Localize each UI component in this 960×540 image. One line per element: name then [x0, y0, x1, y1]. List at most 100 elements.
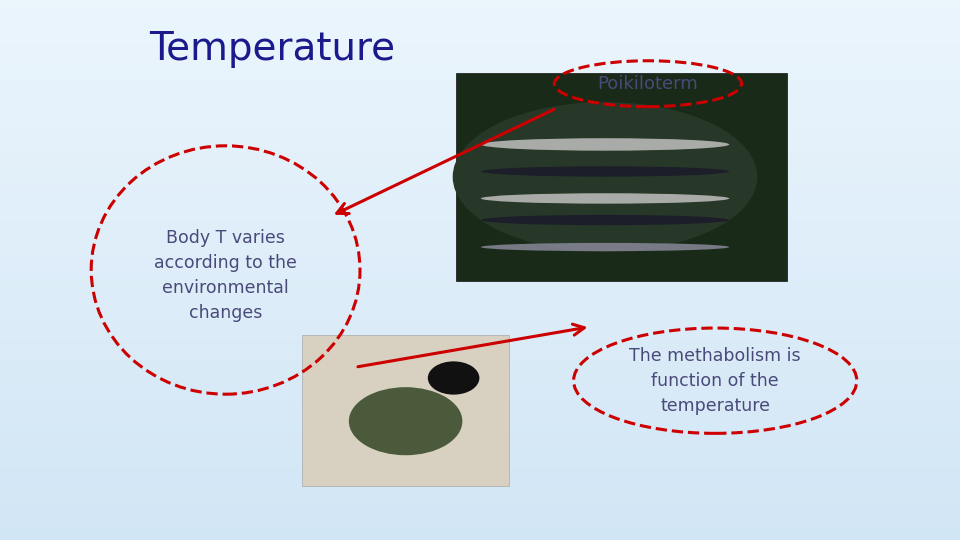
Bar	[0, 456, 960, 459]
Bar	[0, 262, 960, 265]
Bar	[0, 310, 960, 313]
Bar	[0, 116, 960, 119]
Bar	[0, 516, 960, 518]
FancyBboxPatch shape	[302, 335, 509, 486]
Bar	[0, 3, 960, 5]
Bar	[0, 378, 960, 381]
Bar	[0, 108, 960, 111]
Bar	[0, 300, 960, 302]
Bar	[0, 459, 960, 462]
Bar	[0, 232, 960, 235]
Bar	[0, 502, 960, 505]
Text: Poikiloterm: Poikiloterm	[598, 75, 698, 93]
Bar	[0, 475, 960, 478]
FancyBboxPatch shape	[456, 73, 787, 281]
Bar	[0, 151, 960, 154]
Bar	[0, 238, 960, 240]
Bar	[0, 170, 960, 173]
Bar	[0, 351, 960, 354]
Bar	[0, 413, 960, 416]
Text: Body T varies
according to the
environmental
changes: Body T varies according to the environme…	[155, 229, 297, 322]
Bar	[0, 11, 960, 14]
Bar	[0, 267, 960, 270]
Bar	[0, 40, 960, 43]
Bar	[0, 451, 960, 454]
Bar	[0, 505, 960, 508]
Bar	[0, 405, 960, 408]
Bar	[0, 178, 960, 181]
Bar	[0, 135, 960, 138]
Bar	[0, 35, 960, 38]
Bar	[0, 27, 960, 30]
Bar	[0, 189, 960, 192]
Bar	[0, 54, 960, 57]
Bar	[0, 184, 960, 186]
Bar	[0, 394, 960, 397]
Ellipse shape	[348, 387, 463, 455]
Bar	[0, 76, 960, 78]
Bar	[0, 62, 960, 65]
Bar	[0, 130, 960, 132]
Bar	[0, 286, 960, 289]
Bar	[0, 97, 960, 100]
Bar	[0, 297, 960, 300]
Bar	[0, 38, 960, 40]
Ellipse shape	[428, 361, 479, 395]
Text: The methabolism is
function of the
temperature: The methabolism is function of the tempe…	[630, 347, 801, 415]
Bar	[0, 256, 960, 259]
Bar	[0, 500, 960, 502]
Bar	[0, 146, 960, 148]
Bar	[0, 86, 960, 89]
Bar	[0, 167, 960, 170]
Bar	[0, 24, 960, 27]
Bar	[0, 103, 960, 105]
Bar	[0, 281, 960, 284]
Bar	[0, 302, 960, 305]
Bar	[0, 524, 960, 526]
Bar	[0, 491, 960, 494]
Bar	[0, 246, 960, 248]
Bar	[0, 462, 960, 464]
Bar	[0, 181, 960, 184]
Bar	[0, 386, 960, 389]
Bar	[0, 421, 960, 424]
Bar	[0, 140, 960, 143]
Bar	[0, 194, 960, 197]
Bar	[0, 8, 960, 11]
Bar	[0, 205, 960, 208]
Ellipse shape	[481, 215, 730, 225]
Bar	[0, 113, 960, 116]
Bar	[0, 89, 960, 92]
Bar	[0, 230, 960, 232]
Bar	[0, 392, 960, 394]
Bar	[0, 316, 960, 319]
Bar	[0, 470, 960, 472]
Bar	[0, 518, 960, 521]
Bar	[0, 332, 960, 335]
Ellipse shape	[453, 102, 757, 252]
Bar	[0, 105, 960, 108]
Bar	[0, 486, 960, 489]
Bar	[0, 216, 960, 219]
Bar	[0, 513, 960, 516]
Bar	[0, 284, 960, 286]
Bar	[0, 321, 960, 324]
Bar	[0, 81, 960, 84]
Bar	[0, 202, 960, 205]
Bar	[0, 14, 960, 16]
Bar	[0, 227, 960, 229]
Bar	[0, 526, 960, 529]
Bar	[0, 364, 960, 367]
Bar	[0, 157, 960, 159]
Bar	[0, 437, 960, 440]
Bar	[0, 340, 960, 343]
Bar	[0, 446, 960, 448]
Bar	[0, 32, 960, 35]
Bar	[0, 346, 960, 348]
Bar	[0, 148, 960, 151]
Bar	[0, 138, 960, 140]
Bar	[0, 162, 960, 165]
Bar	[0, 94, 960, 97]
Bar	[0, 159, 960, 162]
Bar	[0, 265, 960, 267]
